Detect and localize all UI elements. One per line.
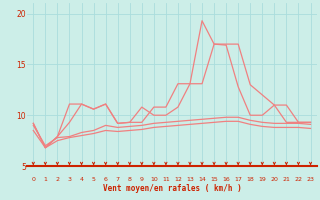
X-axis label: Vent moyen/en rafales ( km/h ): Vent moyen/en rafales ( km/h ) [102, 184, 241, 193]
